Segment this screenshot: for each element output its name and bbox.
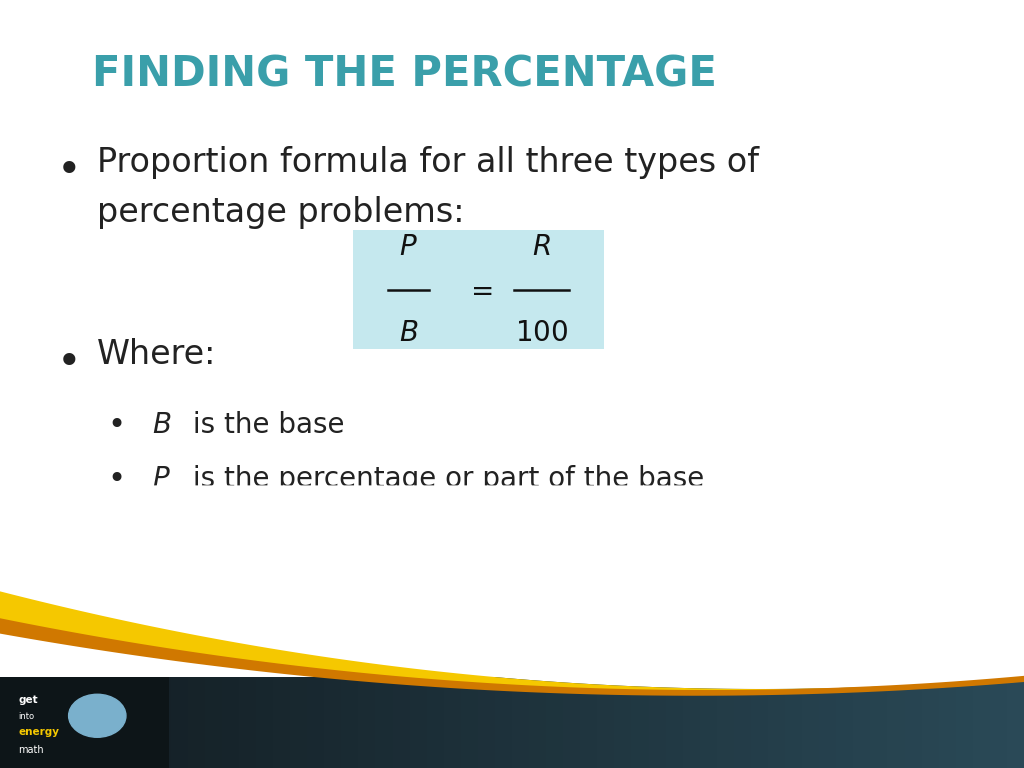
Bar bbox=[785, 677, 802, 768]
Text: $100$: $100$ bbox=[515, 319, 568, 347]
Bar bbox=[410, 677, 427, 768]
Bar bbox=[904, 677, 922, 768]
Bar bbox=[478, 677, 495, 768]
Bar bbox=[273, 677, 290, 768]
Bar bbox=[529, 677, 546, 768]
Bar bbox=[256, 677, 273, 768]
Bar bbox=[870, 677, 888, 768]
Text: is the rate or percent: is the rate or percent bbox=[184, 518, 487, 546]
Bar bbox=[136, 677, 154, 768]
Bar bbox=[563, 677, 581, 768]
Bar bbox=[632, 677, 648, 768]
Circle shape bbox=[69, 694, 126, 737]
Polygon shape bbox=[0, 591, 1024, 694]
Text: •: • bbox=[56, 342, 81, 384]
Text: $B$: $B$ bbox=[398, 319, 418, 347]
Polygon shape bbox=[0, 485, 1024, 689]
Bar bbox=[614, 677, 632, 768]
Bar bbox=[307, 677, 325, 768]
Bar bbox=[69, 677, 85, 768]
Bar bbox=[325, 677, 341, 768]
Text: Proportion formula for all three types of: Proportion formula for all three types o… bbox=[97, 146, 759, 179]
Bar bbox=[0, 677, 17, 768]
Text: into: into bbox=[18, 712, 35, 721]
Bar bbox=[990, 677, 1007, 768]
Bar bbox=[546, 677, 563, 768]
Bar bbox=[290, 677, 307, 768]
Text: Where:: Where: bbox=[97, 338, 217, 371]
Bar bbox=[734, 677, 751, 768]
Bar bbox=[597, 677, 614, 768]
Bar bbox=[802, 677, 819, 768]
Bar bbox=[392, 677, 410, 768]
Bar bbox=[495, 677, 512, 768]
Text: •: • bbox=[56, 150, 81, 192]
FancyBboxPatch shape bbox=[353, 230, 604, 349]
Bar bbox=[341, 677, 358, 768]
Text: is the percentage or part of the base: is the percentage or part of the base bbox=[184, 465, 705, 492]
Text: percentage problems:: percentage problems: bbox=[97, 196, 465, 229]
Bar bbox=[171, 677, 187, 768]
Text: •: • bbox=[108, 411, 126, 440]
Text: •: • bbox=[108, 465, 126, 494]
Bar bbox=[699, 677, 717, 768]
Bar bbox=[955, 677, 973, 768]
Bar bbox=[922, 677, 939, 768]
Bar bbox=[768, 677, 785, 768]
Bar bbox=[358, 677, 376, 768]
Text: $P$: $P$ bbox=[152, 465, 170, 492]
Bar bbox=[853, 677, 870, 768]
Bar bbox=[102, 677, 120, 768]
Bar bbox=[512, 677, 529, 768]
Bar bbox=[751, 677, 768, 768]
Bar bbox=[51, 677, 69, 768]
Bar bbox=[154, 677, 171, 768]
Text: math: math bbox=[18, 745, 44, 755]
Bar bbox=[0, 677, 169, 768]
Bar bbox=[1007, 677, 1024, 768]
Bar bbox=[85, 677, 102, 768]
Text: $R$: $R$ bbox=[532, 233, 551, 260]
Bar bbox=[717, 677, 734, 768]
Text: $R$: $R$ bbox=[152, 518, 170, 546]
Bar bbox=[461, 677, 478, 768]
Text: energy: energy bbox=[18, 727, 59, 737]
Bar bbox=[666, 677, 683, 768]
Bar bbox=[939, 677, 955, 768]
Bar bbox=[837, 677, 853, 768]
Bar bbox=[973, 677, 990, 768]
Bar bbox=[120, 677, 136, 768]
Polygon shape bbox=[0, 618, 1024, 696]
Bar bbox=[683, 677, 699, 768]
Bar bbox=[443, 677, 461, 768]
Bar bbox=[34, 677, 51, 768]
Text: $=$: $=$ bbox=[465, 276, 493, 304]
Bar bbox=[581, 677, 597, 768]
Text: FINDING THE PERCENTAGE: FINDING THE PERCENTAGE bbox=[92, 54, 717, 96]
Bar bbox=[648, 677, 666, 768]
Bar bbox=[819, 677, 837, 768]
Bar bbox=[187, 677, 205, 768]
Text: $B$: $B$ bbox=[152, 411, 171, 439]
Bar bbox=[376, 677, 392, 768]
Bar bbox=[427, 677, 443, 768]
Text: is the base: is the base bbox=[184, 411, 345, 439]
Bar bbox=[239, 677, 256, 768]
Text: $P$: $P$ bbox=[399, 233, 418, 260]
Bar bbox=[222, 677, 239, 768]
Text: •: • bbox=[108, 518, 126, 548]
Bar bbox=[888, 677, 904, 768]
Bar bbox=[17, 677, 34, 768]
Bar bbox=[205, 677, 222, 768]
Text: get: get bbox=[18, 695, 38, 705]
